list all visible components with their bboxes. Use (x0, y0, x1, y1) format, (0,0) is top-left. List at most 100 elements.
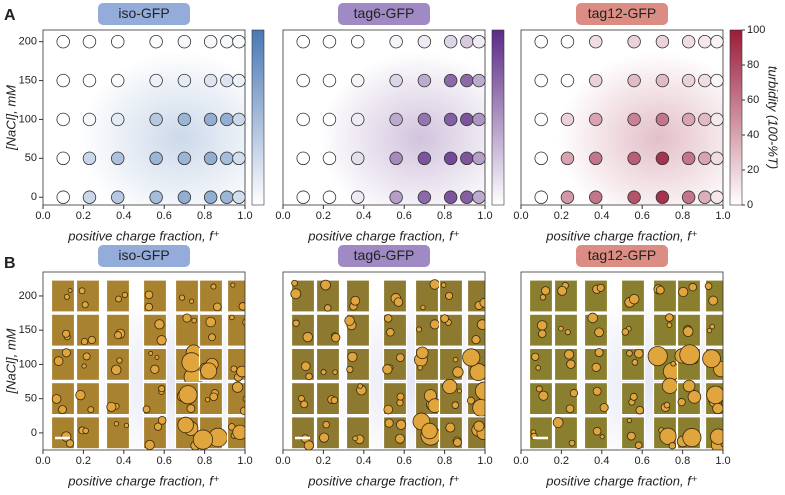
x-tick-label: 0.0 (275, 455, 290, 467)
point (389, 190, 403, 204)
droplet (475, 381, 485, 401)
droplet (710, 428, 723, 445)
droplet (666, 322, 673, 329)
y-tick-label: 200 (19, 290, 37, 302)
panel-label: B (4, 255, 16, 272)
droplet (156, 335, 167, 346)
point (560, 73, 575, 88)
point (472, 190, 486, 204)
point (589, 151, 603, 166)
droplet (61, 348, 71, 358)
micrograph (142, 347, 168, 381)
point (472, 73, 486, 88)
droplet (452, 366, 464, 378)
micrograph (528, 416, 554, 450)
droplet (627, 431, 636, 441)
droplet (709, 323, 716, 330)
droplet (158, 385, 166, 393)
point (220, 151, 234, 166)
y-tick-label: 0 (31, 191, 37, 203)
droplet (82, 427, 89, 435)
droplet (591, 362, 601, 372)
chart-title: iso-GFP (118, 247, 169, 263)
droplet (383, 404, 394, 415)
droplet (469, 363, 485, 382)
plot-area (528, 279, 723, 450)
point (460, 34, 474, 49)
droplet (452, 356, 459, 363)
point (710, 151, 724, 166)
droplet (531, 352, 540, 361)
point (589, 73, 603, 88)
point (681, 73, 696, 88)
point (472, 112, 486, 127)
droplet (347, 351, 358, 363)
droplet (655, 285, 665, 295)
colorbar (729, 29, 743, 206)
point (460, 151, 474, 166)
droplet (456, 388, 462, 394)
axes-frame (520, 271, 724, 451)
droplet (344, 315, 355, 326)
axes-frame (282, 271, 486, 451)
droplet (565, 404, 575, 414)
droplet (144, 302, 154, 312)
droplet (440, 314, 449, 323)
droplet (116, 357, 123, 364)
droplet (300, 361, 311, 372)
micrograph (50, 279, 76, 313)
point (232, 151, 246, 166)
point (296, 73, 310, 88)
droplet (393, 297, 404, 307)
chart-title: tag12-GFP (588, 247, 656, 263)
droplet (564, 349, 575, 360)
point (177, 34, 192, 49)
droplet (213, 302, 222, 312)
droplet (706, 327, 713, 334)
x-axis-label: positive charge fraction, f⁺ (307, 228, 459, 243)
point (203, 190, 218, 204)
droplet (445, 422, 456, 433)
droplet (429, 279, 440, 290)
point (560, 112, 575, 127)
point (56, 112, 70, 127)
droplet (87, 335, 96, 345)
colorbar (491, 29, 505, 206)
droplet (186, 404, 196, 413)
y-tick-label: 100 (19, 358, 37, 370)
point (710, 34, 724, 49)
droplet (62, 329, 71, 338)
droplet (209, 392, 218, 402)
droplet (144, 439, 155, 450)
droplet (429, 319, 440, 330)
droplet (712, 402, 723, 415)
droplet (472, 398, 485, 417)
droplet (330, 396, 339, 404)
droplet (462, 348, 481, 367)
droplet (115, 295, 122, 303)
x-tick-label: 1.0 (715, 210, 730, 222)
point (149, 73, 163, 88)
point (322, 151, 337, 166)
droplet (557, 285, 568, 296)
droplet (346, 365, 354, 374)
point (698, 34, 712, 49)
y-tick-label: 50 (25, 393, 37, 405)
x-tick-label: 0.0 (35, 210, 50, 222)
x-tick-label: 0.2 (76, 455, 91, 467)
y-tick-label: 200 (19, 36, 37, 48)
plot-area (50, 279, 245, 450)
droplet (670, 361, 676, 367)
point (203, 73, 218, 88)
droplet (626, 417, 632, 424)
micrograph (50, 313, 76, 347)
droplet (332, 369, 338, 375)
x-tick-label: 0.6 (635, 210, 650, 222)
droplet (208, 333, 216, 342)
droplet (144, 290, 154, 300)
x-tick-label: 0.4 (116, 210, 131, 222)
micrograph (75, 347, 101, 381)
droplet (303, 440, 314, 450)
droplet (628, 293, 640, 305)
droplet (453, 437, 462, 447)
